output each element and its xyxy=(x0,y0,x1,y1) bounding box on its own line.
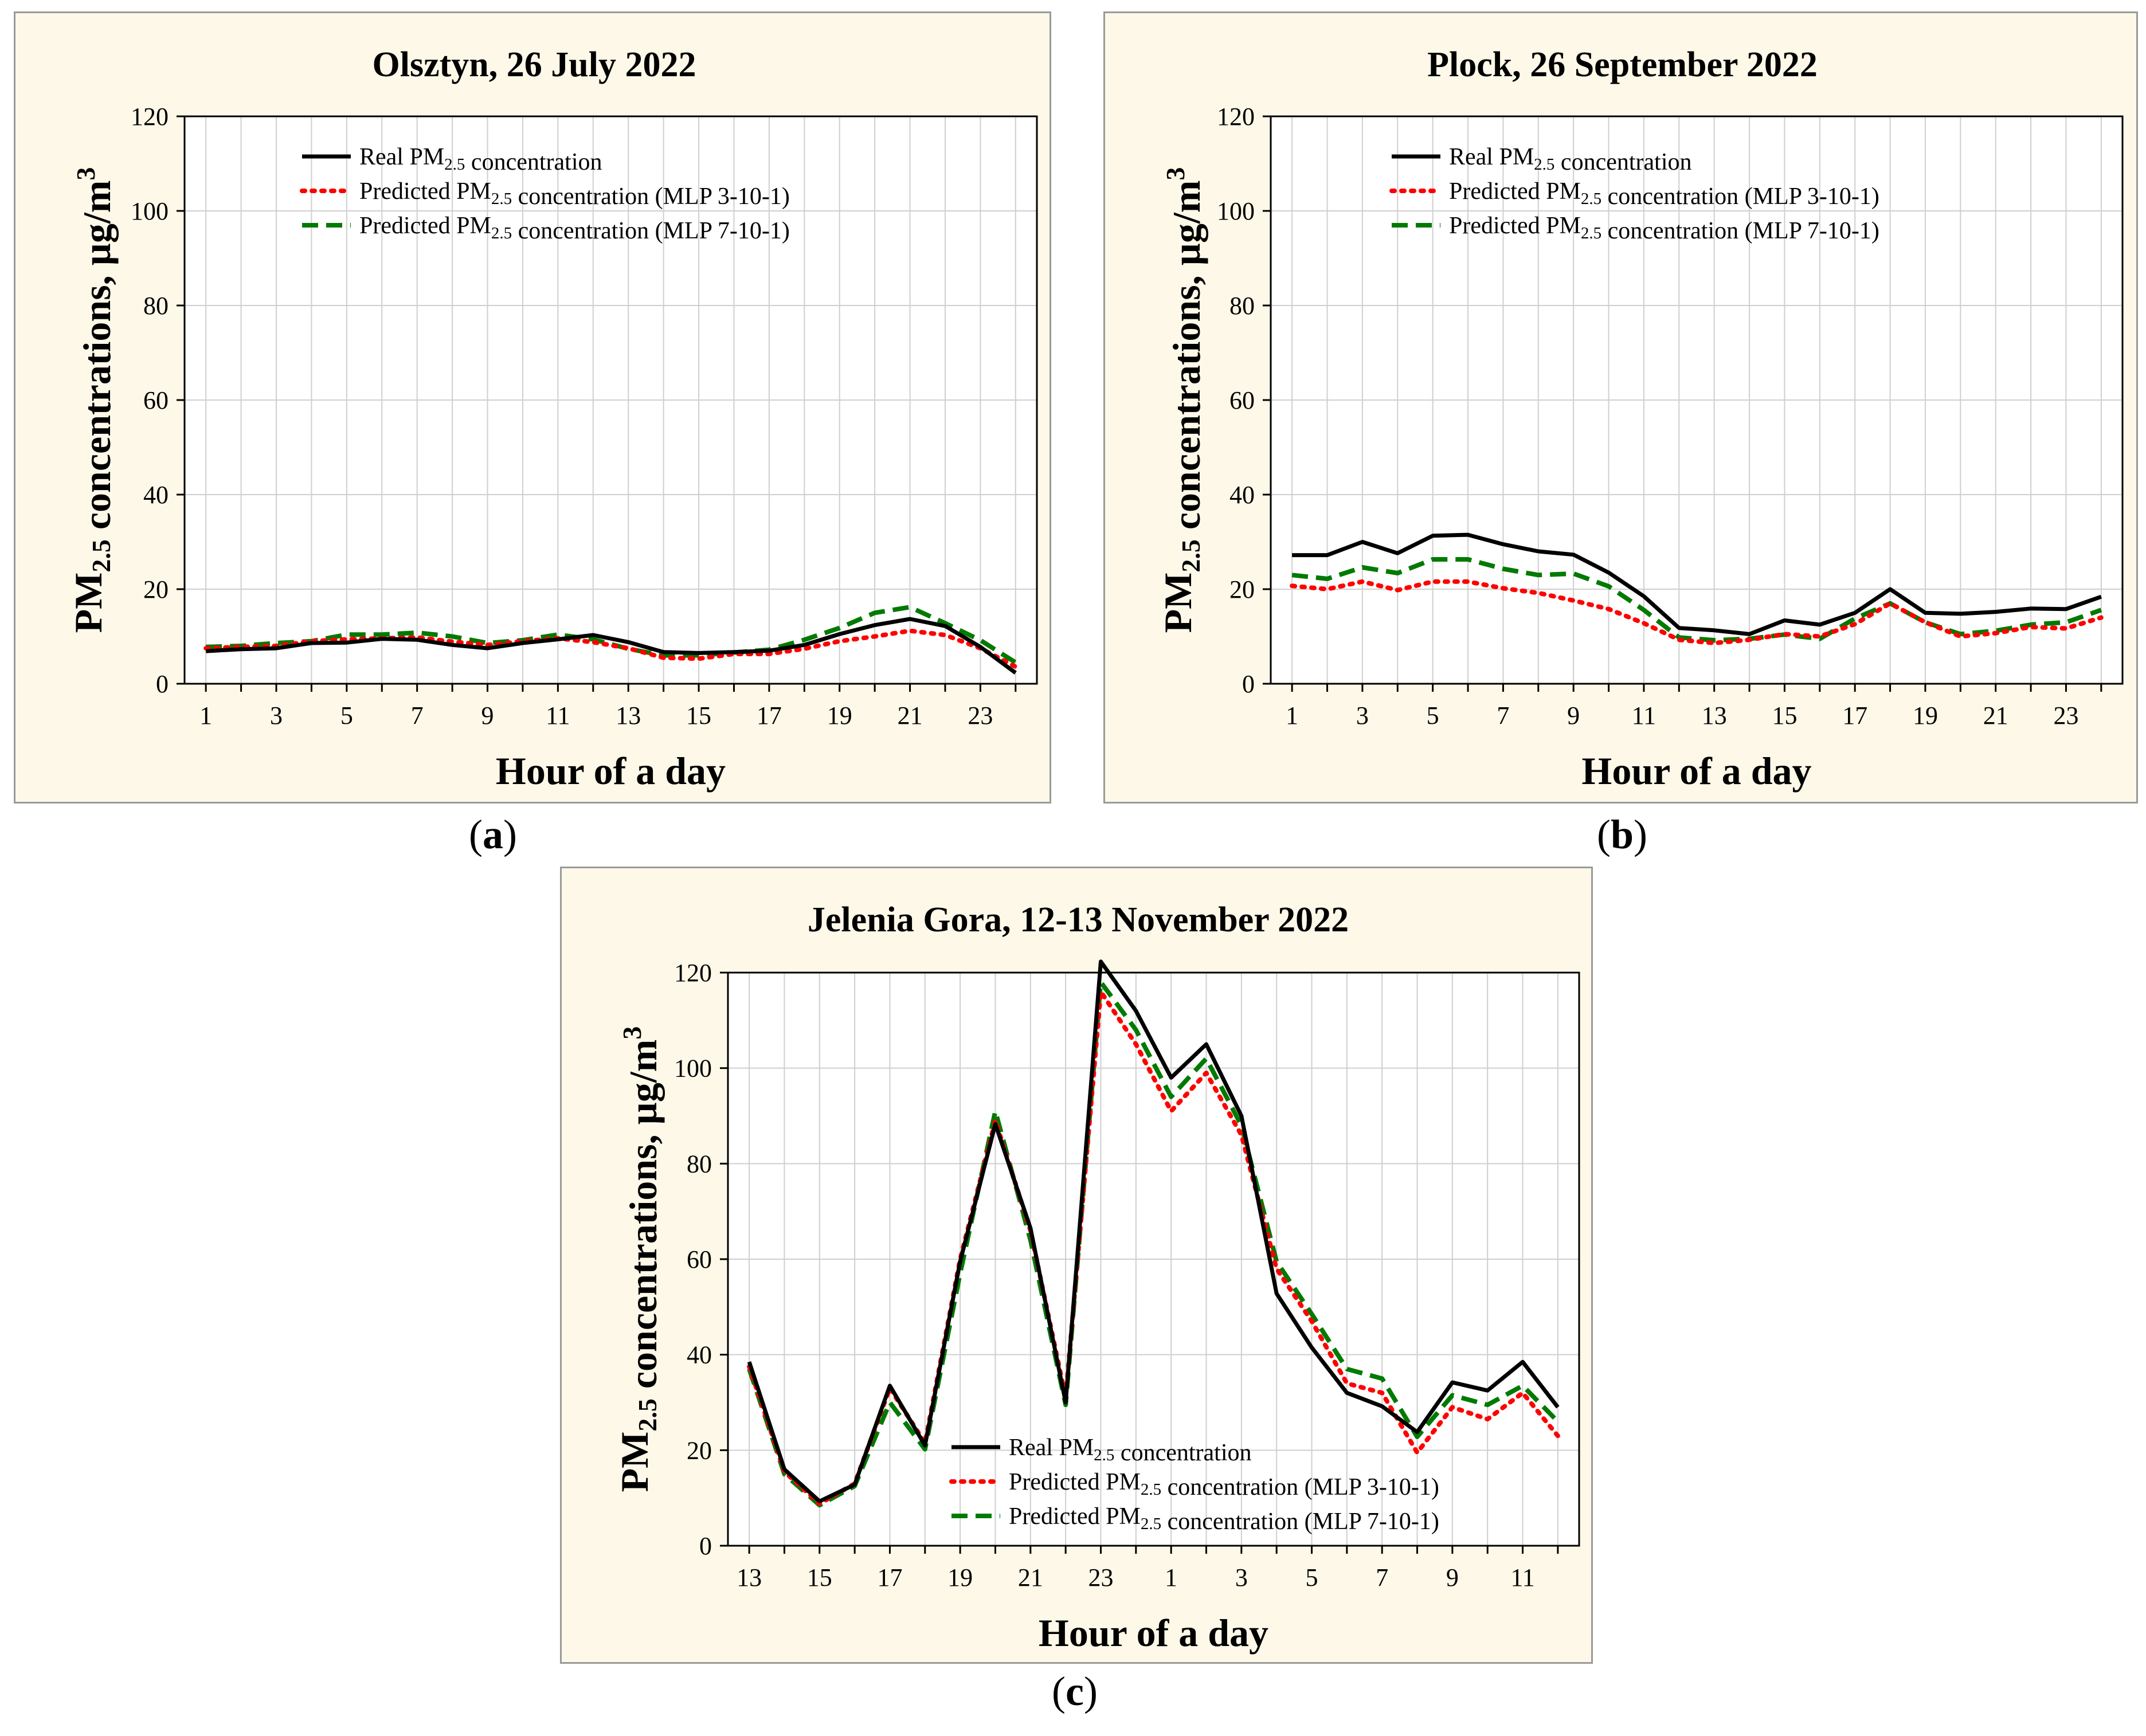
chart-c-y-tick-label: 60 xyxy=(687,1245,712,1273)
chart-c-x-tick-label: 17 xyxy=(877,1563,902,1592)
chart-a-y-tick-label: 20 xyxy=(143,575,169,604)
chart-b-y-tick-label: 120 xyxy=(1217,103,1255,131)
chart-panel-c: Jelenia Gora, 12-13 November 2022 0 20 40 60… xyxy=(560,867,1593,1664)
chart-c-x-tick-label: 3 xyxy=(1235,1563,1248,1592)
chart-a-series-mlp3-line xyxy=(203,628,1018,669)
chart-c-legend-label-real: Real PM2.5 concentration xyxy=(1009,1435,1251,1466)
chart-b-x-tick-label: 17 xyxy=(1842,702,1867,730)
chart-a-series-real-line xyxy=(206,617,1017,675)
chart-c-title: Jelenia Gora, 12-13 November 2022 xyxy=(808,900,1349,939)
chart-c-series-mlp7-line xyxy=(747,979,1560,1508)
chart-b-x-tick-label: 7 xyxy=(1497,702,1509,730)
chart-b-x-tick-label: 23 xyxy=(2053,702,2078,730)
chart-a-legend-label-real: Real PM2.5 concentration xyxy=(359,144,602,175)
chart-b-y-tick-label: 0 xyxy=(1242,670,1255,698)
chart-b-x-tick-label: 21 xyxy=(1983,702,2008,730)
chart-c-x-tick-label: 15 xyxy=(807,1563,832,1592)
chart-a-x-axis-label: Hour of a day xyxy=(496,749,726,793)
chart-a-series-mlp7-line xyxy=(206,605,1017,665)
chart-b-series-mlp3-line xyxy=(1290,579,2104,645)
chart-a-x-tick-label: 11 xyxy=(546,702,570,730)
chart-c-x-tick-label: 7 xyxy=(1376,1563,1388,1592)
chart-c-y-axis-label: PM2.5 concentrations, µg/m3 xyxy=(613,1026,665,1492)
chart-a-x-tick-label: 1 xyxy=(199,702,212,730)
chart-c-x-tick-label: 13 xyxy=(737,1563,762,1592)
chart-c-legend-label-mlp7: Predicted PM2.5 concentration (MLP 7-10-… xyxy=(1009,1503,1439,1535)
chart-b-x-tick-label: 9 xyxy=(1567,702,1580,730)
chart-c-y-tick-label: 100 xyxy=(674,1055,712,1083)
chart-c-x-axis-label: Hour of a day xyxy=(1039,1611,1268,1655)
chart-b-y-tick-label: 100 xyxy=(1217,197,1255,225)
chart-c-y-tick-label: 40 xyxy=(687,1341,712,1369)
chart-a-y-tick-label: 120 xyxy=(131,103,169,131)
chart-c-y-tick-label: 80 xyxy=(687,1150,712,1178)
chart-b-legend-label-mlp7: Predicted PM2.5 concentration (MLP 7-10-… xyxy=(1449,213,1879,244)
chart-a-x-tick-label: 21 xyxy=(898,702,923,730)
chart-b-x-axis-label: Hour of a day xyxy=(1581,749,1811,793)
chart-c-plot-frame xyxy=(727,971,1580,1547)
chart-c-legend-label-mlp3: Predicted PM2.5 concentration (MLP 3-10-… xyxy=(1009,1469,1439,1500)
chart-a-y-axis-label: PM2.5 concentrations, µg/m3 xyxy=(66,167,119,633)
chart-c-x-tick-label: 23 xyxy=(1088,1563,1113,1592)
chart-a-legend-label-mlp3: Predicted PM2.5 concentration (MLP 3-10-… xyxy=(359,178,790,210)
chart-c-x-tick-label: 21 xyxy=(1018,1563,1043,1592)
chart-b-svg: Plock, 26 September 2022 0 20 40 60 80 100 120 1… xyxy=(1156,45,2124,793)
chart-b-series-real-line xyxy=(1292,532,2102,636)
chart-b-y-tick-label: 40 xyxy=(1229,481,1255,509)
chart-b-title: Plock, 26 September 2022 xyxy=(1427,45,1818,84)
chart-a-x-tick-label: 3 xyxy=(270,702,283,730)
chart-a-y-tick-label: 100 xyxy=(131,197,169,225)
chart-b-x-tick-label: 19 xyxy=(1913,702,1938,730)
chart-a-y-tick-label: 0 xyxy=(156,670,169,698)
chart-a-y-tick-label: 60 xyxy=(143,386,169,414)
chart-b-y-tick-label: 20 xyxy=(1229,575,1255,604)
chart-a-y-tick-label: 40 xyxy=(143,481,169,509)
chart-c-y-tick-label: 120 xyxy=(674,959,712,987)
chart-a-legend-label-mlp7: Predicted PM2.5 concentration (MLP 7-10-… xyxy=(359,213,790,244)
chart-b-x-tick-label: 11 xyxy=(1632,702,1656,730)
chart-b-legend-label-mlp3: Predicted PM2.5 concentration (MLP 3-10-… xyxy=(1449,178,1879,210)
caption-c: (c) xyxy=(1052,1668,1098,1714)
chart-panel-a: Olsztyn, 26 July 2022 0 20 40 60 80 100 120 1 3 5 7… xyxy=(14,11,1051,804)
chart-b-plot-frame xyxy=(1270,115,2124,685)
chart-b-x-tick-label: 13 xyxy=(1702,702,1727,730)
chart-c-y-tick-label: 20 xyxy=(687,1436,712,1464)
chart-c-x-tick-label: 9 xyxy=(1446,1563,1459,1592)
chart-c-x-tick-label: 11 xyxy=(1510,1563,1534,1592)
chart-b-y-axis-label: PM2.5 concentrations, µg/m3 xyxy=(1156,167,1208,633)
chart-b-x-tick-label: 15 xyxy=(1772,702,1797,730)
chart-c-x-tick-label: 1 xyxy=(1165,1563,1177,1592)
chart-b-x-tick-label: 3 xyxy=(1356,702,1369,730)
chart-a-y-tick-label: 80 xyxy=(143,292,169,320)
chart-a-plot-frame xyxy=(183,115,1038,685)
chart-b-y-tick-label: 60 xyxy=(1229,386,1255,414)
chart-a-x-tick-label: 15 xyxy=(686,702,711,730)
chart-c-x-tick-label: 19 xyxy=(947,1563,973,1592)
chart-panel-b: Plock, 26 September 2022 0 20 40 60 80 100 120 1… xyxy=(1103,11,2138,804)
chart-a-x-tick-label: 13 xyxy=(616,702,641,730)
chart-b-legend-label-real: Real PM2.5 concentration xyxy=(1449,144,1691,175)
caption-a: (a) xyxy=(469,812,517,857)
chart-a-x-tick-label: 23 xyxy=(968,702,993,730)
chart-a-x-tick-label: 9 xyxy=(481,702,494,730)
chart-c-x-tick-label: 5 xyxy=(1306,1563,1318,1592)
chart-b-x-tick-label: 5 xyxy=(1427,702,1439,730)
chart-a-x-tick-label: 17 xyxy=(757,702,782,730)
chart-c-svg: Jelenia Gora, 12-13 November 2022 0 20 40 60… xyxy=(613,900,1580,1655)
chart-b-x-tick-label: 1 xyxy=(1286,702,1298,730)
chart-a-x-tick-label: 19 xyxy=(827,702,852,730)
caption-b: (b) xyxy=(1596,812,1647,857)
chart-b-y-tick-label: 80 xyxy=(1229,292,1255,320)
chart-c-y-tick-label: 0 xyxy=(699,1532,712,1560)
chart-a-title: Olsztyn, 26 July 2022 xyxy=(373,45,696,84)
chart-a-x-tick-label: 5 xyxy=(340,702,353,730)
chart-c-series-real-line xyxy=(747,959,1560,1503)
chart-a-x-tick-label: 7 xyxy=(411,702,424,730)
